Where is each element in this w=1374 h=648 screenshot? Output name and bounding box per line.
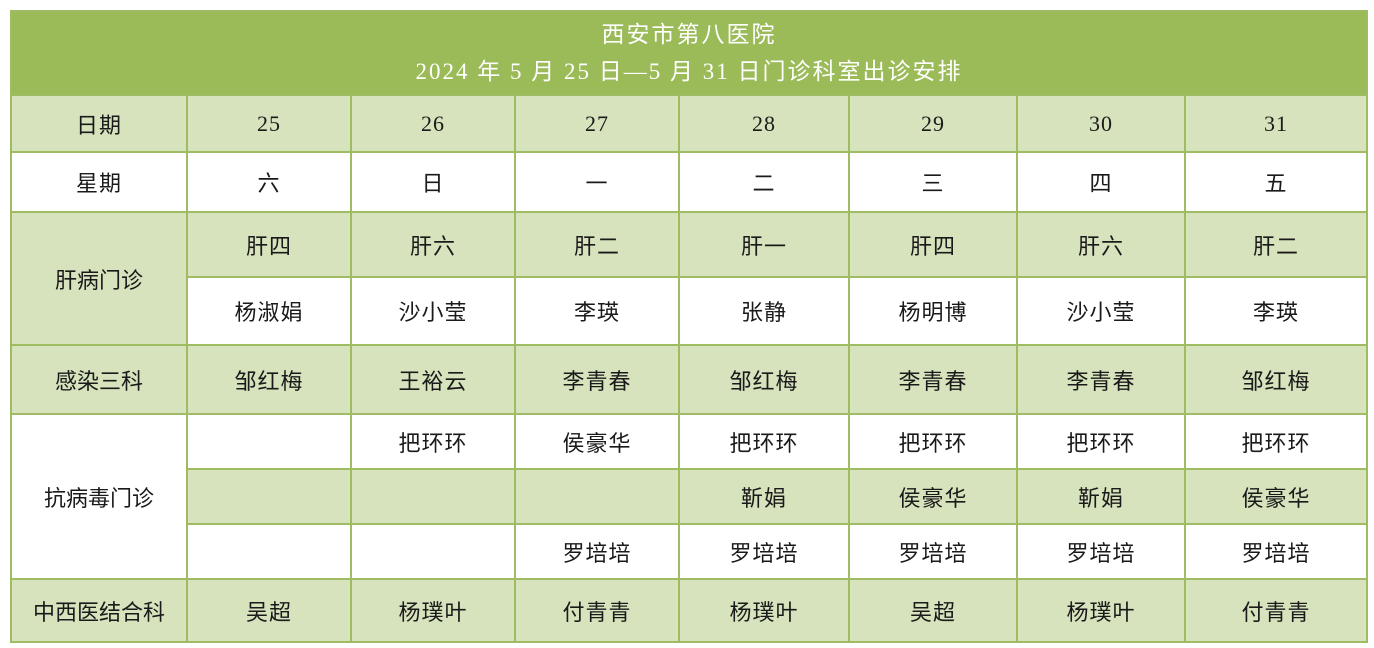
doctor-cell: [186, 468, 352, 525]
doctor-cell: 吴超: [848, 578, 1018, 643]
weekday-cell: 三: [848, 151, 1018, 213]
date-cell: 25: [186, 94, 352, 153]
weekday-cell: 六: [186, 151, 352, 213]
dept-label-antiviral-clinic: 抗病毒门诊: [10, 413, 188, 580]
date-row: 日期 25 26 27 28 29 30 31: [10, 94, 1368, 153]
dept-label-infection-3: 感染三科: [10, 344, 188, 415]
doctor-cell: 杨璞叶: [1016, 578, 1186, 643]
date-cell: 31: [1184, 94, 1368, 153]
tcm-dept-row: 中西医结合科 吴超 杨璞叶 付青青 杨璞叶 吴超 杨璞叶 付青青: [10, 578, 1368, 643]
clinic-code-cell: 肝四: [186, 211, 352, 278]
doctor-cell: [350, 468, 516, 525]
antiviral-row-2: 靳娟 侯豪华 靳娟 侯豪华: [11, 468, 1368, 525]
doctor-cell: 把环环: [350, 413, 516, 470]
doctor-cell: 杨璞叶: [350, 578, 516, 643]
doctor-cell: 沙小莹: [350, 276, 516, 346]
doctor-cell: 李青春: [514, 344, 680, 415]
doctor-cell: 王裕云: [350, 344, 516, 415]
doctor-cell: 吴超: [186, 578, 352, 643]
doctor-cell: 侯豪华: [848, 468, 1018, 525]
title-row: 西安市第八医院 2024 年 5 月 25 日—5 月 31 日门诊科室出诊安排: [10, 10, 1368, 96]
infection-dept-row: 感染三科 邹红梅 王裕云 李青春 邹红梅 李青春 李青春 邹红梅: [10, 344, 1368, 415]
schedule-subtitle: 2024 年 5 月 25 日—5 月 31 日门诊科室出诊安排: [415, 59, 963, 84]
doctor-cell: 李瑛: [1184, 276, 1368, 346]
doctor-cell: 把环环: [1016, 413, 1186, 470]
doctor-cell: 杨璞叶: [678, 578, 850, 643]
doctor-cell: 张静: [678, 276, 850, 346]
weekday-cell: 一: [514, 151, 680, 213]
clinic-code-cell: 肝四: [848, 211, 1018, 278]
date-cell: 30: [1016, 94, 1186, 153]
doctor-cell: 沙小莹: [1016, 276, 1186, 346]
weekday-cell: 二: [678, 151, 850, 213]
doctor-cell: 罗培培: [1016, 523, 1186, 580]
doctor-cell: 把环环: [678, 413, 850, 470]
weekday-cell: 四: [1016, 151, 1186, 213]
clinic-code-cell: 肝一: [678, 211, 850, 278]
doctor-cell: 侯豪华: [1184, 468, 1368, 525]
weekday-cell: 日: [350, 151, 516, 213]
doctor-cell: 把环环: [848, 413, 1018, 470]
doctor-cell: 罗培培: [678, 523, 850, 580]
doctor-cell: 李青春: [1016, 344, 1186, 415]
weekday-row-label: 星期: [10, 151, 188, 213]
date-cell: 28: [678, 94, 850, 153]
antiviral-row-1: 抗病毒门诊 把环环 侯豪华 把环环 把环环 把环环 把环环: [10, 413, 1368, 580]
doctor-cell: 罗培培: [848, 523, 1018, 580]
date-row-label: 日期: [10, 94, 188, 153]
doctor-cell: 邹红梅: [1184, 344, 1368, 415]
doctor-cell: 杨淑娟: [186, 276, 352, 346]
doctor-cell: 付青青: [1184, 578, 1368, 643]
clinic-code-cell: 肝六: [1016, 211, 1186, 278]
antiviral-row-3: 罗培培 罗培培 罗培培 罗培培 罗培培: [11, 523, 1368, 580]
doctor-cell: 把环环: [1184, 413, 1368, 470]
doctor-cell: 罗培培: [1184, 523, 1368, 580]
date-cell: 29: [848, 94, 1018, 153]
doctor-cell: 侯豪华: [514, 413, 680, 470]
doctor-cell: 邹红梅: [678, 344, 850, 415]
dept-label-liver-clinic: 肝病门诊: [10, 211, 188, 346]
doctor-cell: 罗培培: [514, 523, 680, 580]
doctor-cell: 靳娟: [1016, 468, 1186, 525]
weekday-cell: 五: [1184, 151, 1368, 213]
date-cell: 26: [350, 94, 516, 153]
doctor-cell: [514, 468, 680, 525]
table-title: 西安市第八医院 2024 年 5 月 25 日—5 月 31 日门诊科室出诊安排: [10, 10, 1368, 96]
doctor-cell: 杨明博: [848, 276, 1018, 346]
weekday-row: 星期 六 日 一 二 三 四 五: [10, 151, 1368, 213]
schedule-table: 西安市第八医院 2024 年 5 月 25 日—5 月 31 日门诊科室出诊安排…: [10, 10, 1368, 643]
doctor-cell: [186, 413, 352, 470]
doctor-cell: 李青春: [848, 344, 1018, 415]
liver-clinic-row: 肝病门诊 肝四 肝六 肝二 肝一 肝四 肝六 肝二: [10, 211, 1368, 346]
doctor-cell: 李瑛: [514, 276, 680, 346]
date-cell: 27: [514, 94, 680, 153]
clinic-code-cell: 肝六: [350, 211, 516, 278]
clinic-code-cell: 肝二: [514, 211, 680, 278]
doctor-cell: 邹红梅: [186, 344, 352, 415]
doctor-cell: [186, 523, 352, 580]
doctor-cell: 付青青: [514, 578, 680, 643]
dept-label-tcm-western: 中西医结合科: [10, 578, 188, 643]
clinic-code-cell: 肝二: [1184, 211, 1368, 278]
liver-doctor-row: 杨淑娟 沙小莹 李瑛 张静 杨明博 沙小莹 李瑛: [11, 276, 1368, 346]
hospital-name: 西安市第八医院: [601, 22, 777, 47]
doctor-cell: 靳娟: [678, 468, 850, 525]
doctor-cell: [350, 523, 516, 580]
